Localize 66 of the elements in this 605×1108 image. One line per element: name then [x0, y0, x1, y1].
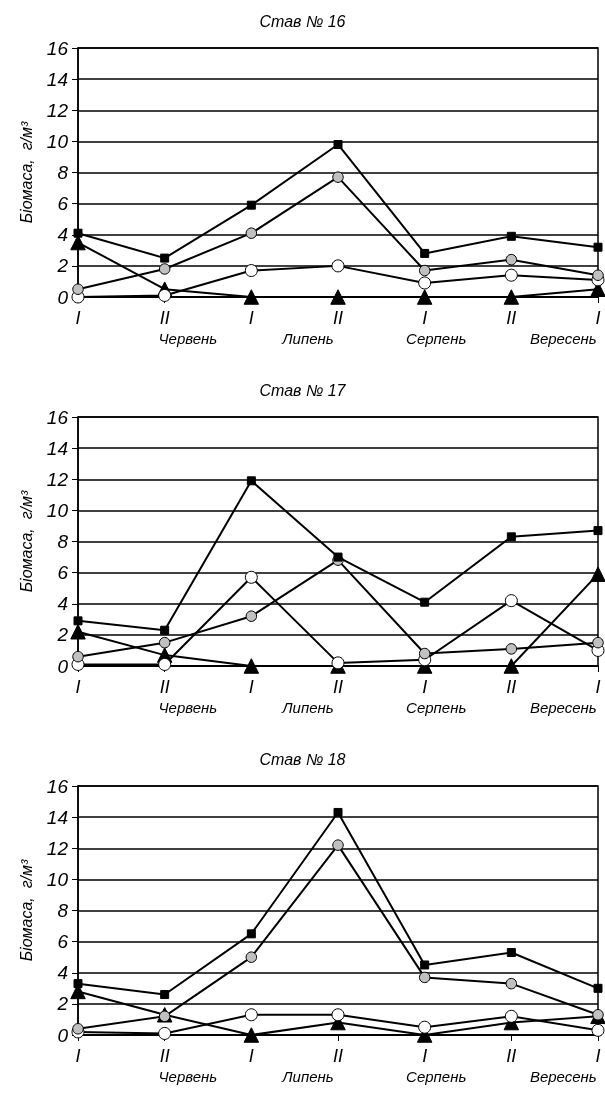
x-tick-label: I: [75, 677, 81, 697]
x-tick-label: I: [595, 677, 601, 697]
chart-title: Став № 18: [259, 750, 346, 768]
y-tick-label: 4: [57, 593, 68, 615]
y-tick-label: 8: [57, 162, 69, 183]
x-tick-label: I: [422, 308, 428, 328]
y-tick-label: 16: [46, 406, 69, 428]
y-tick-label: 2: [56, 993, 69, 1015]
x-tick-label: II: [159, 1046, 170, 1066]
chart-title: Став № 17: [259, 381, 347, 399]
x-tick-label: I: [595, 1046, 601, 1066]
x-tick-label: II: [332, 308, 344, 328]
text: Серпень: [406, 699, 467, 716]
y-axis-title: Біомаса, г/м³: [17, 490, 35, 593]
y-tick-label: 0: [57, 655, 69, 677]
y-tick-label: 14: [46, 437, 68, 459]
x-tick-label: II: [506, 677, 517, 697]
y-tick-label: 4: [57, 962, 68, 984]
x-tick-label: I: [422, 1046, 428, 1066]
text: Липень: [281, 699, 334, 716]
text: Червень: [158, 330, 218, 347]
y-tick-label: 6: [57, 562, 69, 584]
y-axis-title: Біомаса, г/м³: [17, 859, 35, 962]
text: Червень: [158, 699, 218, 716]
y-tick-label: 16: [46, 775, 69, 797]
y-tick-label: 12: [46, 468, 69, 490]
text: Серпень: [406, 1068, 467, 1085]
y-tick-label: 4: [57, 224, 68, 246]
x-tick-label: II: [332, 677, 344, 697]
x-tick-label: I: [75, 1046, 81, 1066]
y-tick-label: 14: [46, 68, 68, 90]
y-tick-label: 16: [46, 37, 69, 59]
x-tick-label: II: [159, 677, 170, 697]
text: Вересень: [529, 330, 597, 347]
chart-title: Став № 16: [259, 12, 346, 30]
y-tick-label: 2: [56, 255, 69, 277]
y-tick-label: 0: [57, 1024, 69, 1046]
x-tick-label: I: [422, 677, 428, 697]
x-tick-label: I: [248, 1046, 254, 1066]
y-tick-label: 6: [57, 931, 69, 953]
x-tick-label: I: [75, 308, 81, 328]
y-tick-label: 12: [46, 99, 69, 121]
y-tick-label: 10: [46, 130, 69, 152]
y-tick-label: 6: [57, 193, 69, 215]
y-tick-label: 14: [46, 806, 68, 828]
y-axis-title: Біомаса, г/м³: [17, 121, 35, 224]
text: Червень: [158, 1068, 218, 1085]
text: Вересень: [529, 1068, 597, 1085]
x-tick-label: I: [248, 677, 254, 697]
y-tick-label: 10: [46, 499, 69, 521]
x-tick-label: II: [506, 1046, 517, 1066]
text: Вересень: [529, 699, 597, 716]
text: Липень: [281, 330, 334, 347]
x-tick-label: I: [248, 308, 254, 328]
x-tick-label: II: [332, 1046, 344, 1066]
y-tick-label: 8: [57, 531, 69, 552]
y-tick-label: 10: [46, 868, 69, 890]
text: Серпень: [406, 330, 467, 347]
x-tick-label: I: [595, 308, 601, 328]
y-tick-label: 8: [57, 900, 69, 921]
x-tick-label: II: [159, 308, 170, 328]
y-tick-label: 0: [57, 286, 69, 308]
text: Липень: [281, 1068, 334, 1085]
y-tick-label: 12: [46, 837, 69, 859]
x-tick-label: II: [506, 308, 517, 328]
y-tick-label: 2: [56, 624, 69, 646]
